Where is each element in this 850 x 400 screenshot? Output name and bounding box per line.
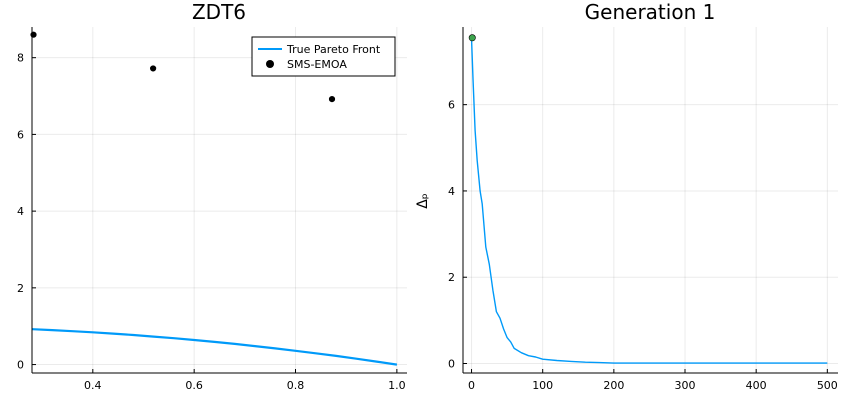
y-tick-label: 6	[17, 128, 24, 141]
x-tick-label: 1.0	[388, 379, 406, 392]
data-point	[328, 96, 336, 103]
series	[30, 31, 398, 366]
series-line	[470, 37, 828, 364]
x-tick-label: 0.6	[185, 379, 203, 392]
x-tick-label: 200	[603, 379, 624, 392]
chart-title: Generation 1	[585, 0, 716, 24]
legend-label: True Pareto Front	[286, 43, 381, 56]
y-tick-label: 4	[17, 205, 24, 218]
legend-label: SMS-EMOA	[287, 58, 347, 71]
data-point	[150, 65, 157, 72]
y-tick-label: 2	[448, 271, 455, 284]
tick-labels: 0.4 0.6 0.8 1.0 0 2 4 6 8	[17, 52, 406, 392]
y-tick-label: 2	[17, 282, 24, 295]
x-tick-label: 0.8	[287, 379, 305, 392]
y-tick-label: 6	[448, 99, 455, 112]
legend: True Pareto Front SMS-EMOA	[251, 36, 396, 77]
x-tick-label: 100	[532, 379, 553, 392]
y-tick-label: 4	[448, 185, 455, 198]
y-tick-label: 0	[448, 358, 455, 371]
plot-generation: Generation 1 Δₚ 0 100 200 300 400 500 0 2 4 6	[415, 0, 838, 392]
tick-labels: 0 100 200 300 400 500 0 2 4 6	[448, 99, 838, 392]
legend-marker-swatch	[266, 60, 274, 68]
legend-box	[251, 36, 396, 77]
y-axis-label: Δₚ	[415, 193, 431, 209]
grid	[463, 27, 838, 373]
x-tick-label: 400	[746, 379, 767, 392]
y-tick-label: 8	[17, 52, 24, 65]
chart-title: ZDT6	[192, 0, 246, 24]
plot-zdt6: ZDT6 0.4 0.6 0.8 1.0 0 2 4 6 8 True Pareto Front…	[17, 0, 407, 392]
grid	[32, 27, 407, 373]
x-tick-label: 500	[817, 379, 838, 392]
series	[468, 34, 828, 364]
x-tick-label: 0.4	[84, 379, 102, 392]
series-line	[32, 328, 398, 366]
y-tick-label: 0	[17, 359, 24, 372]
data-point	[468, 34, 476, 42]
x-tick-label: 0	[468, 379, 475, 392]
x-tick-label: 300	[675, 379, 696, 392]
